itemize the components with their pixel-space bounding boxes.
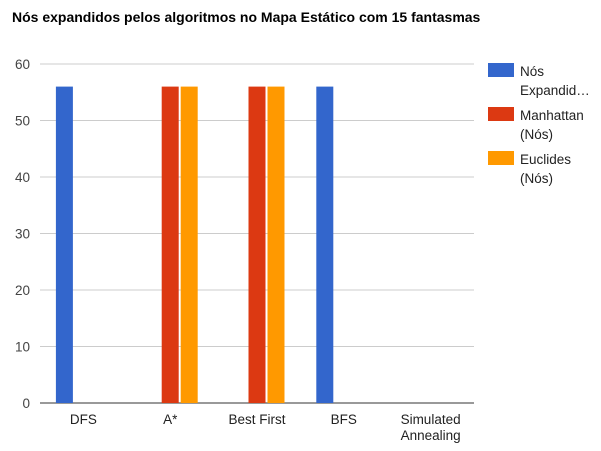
legend-swatch (488, 63, 514, 77)
x-tick-label: A* (163, 412, 178, 427)
bar (180, 86, 198, 403)
x-axis-labels: DFS A* Best First BFS Simulated Annealing (70, 412, 461, 443)
legend: Nós Expandid… Manhattan (Nós) Euclides (Nós) (488, 62, 598, 194)
legend-item: Manhattan (Nós) (488, 106, 598, 144)
y-tick-label: 30 (15, 227, 30, 242)
y-tick-label: 40 (15, 170, 30, 185)
x-tick-label: BFS (331, 412, 357, 427)
bar (267, 86, 285, 403)
y-tick-label: 10 (15, 340, 30, 355)
legend-swatch (488, 151, 514, 165)
x-tick-label: Best First (228, 412, 285, 427)
chart-title: Nós expandidos pelos algoritmos no Mapa … (12, 9, 481, 25)
legend-swatch (488, 107, 514, 121)
bar (248, 86, 266, 403)
y-tick-label: 20 (15, 283, 30, 298)
bar (161, 86, 179, 403)
bar (55, 86, 73, 403)
x-tick-label: DFS (70, 412, 97, 427)
y-tick-label: 50 (15, 114, 30, 129)
y-tick-label: 60 (15, 57, 30, 72)
legend-label: Euclides (Nós) (520, 152, 572, 186)
legend-label: Manhattan (Nós) (520, 108, 584, 142)
bars (55, 86, 334, 403)
bar (316, 86, 334, 403)
legend-item: Euclides (Nós) (488, 150, 598, 188)
x-tick-label: Simulated Annealing (401, 412, 461, 443)
legend-item: Nós Expandid… (488, 62, 598, 100)
legend-label: Nós Expandid… (520, 64, 590, 98)
y-tick-label: 0 (22, 396, 30, 411)
y-axis-labels: 0 10 20 30 40 50 60 (15, 57, 30, 411)
